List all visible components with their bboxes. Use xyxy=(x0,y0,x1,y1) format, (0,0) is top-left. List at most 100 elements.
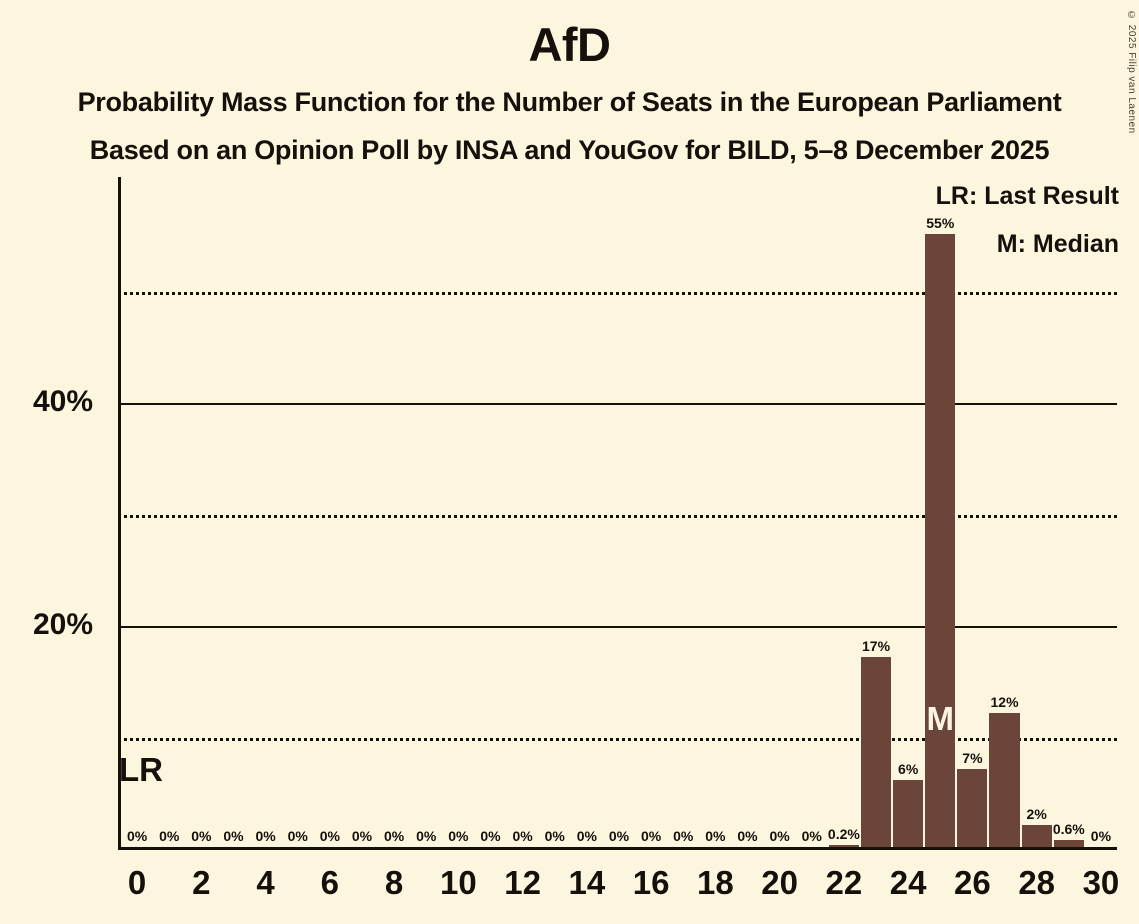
chart-subtitle: Probability Mass Function for the Number… xyxy=(77,87,1062,117)
bar-slot-seat-25: 55% M xyxy=(924,177,956,847)
bar-seat-26 xyxy=(957,768,988,847)
x-tick-label-0: 0 xyxy=(127,864,147,901)
bar-slot-seat-16: 0% xyxy=(635,177,667,847)
legend-item-last-result: LR: Last Result xyxy=(935,182,1119,210)
bar-slot-seat-9: 0% xyxy=(410,177,442,847)
bar-slot-seat-20: 0% xyxy=(764,177,796,847)
chart-legend: LR: Last Result M: Median xyxy=(936,184,1119,280)
x-axis-tick-labels: 0 2 4 6 8 10 12 14 16 18 20 22 24 26 28 30 xyxy=(118,864,1120,911)
bar-seat-24 xyxy=(893,780,924,847)
x-axis-line xyxy=(118,847,1117,850)
copyright-notice: © 2025 Filip van Laenen xyxy=(1126,10,1137,134)
bar-slot-seat-5: 0% xyxy=(282,177,314,847)
bar-slot-seat-18: 0% xyxy=(699,177,731,847)
bar-value-label-seat-2: 0% xyxy=(191,828,212,844)
bar-value-label-seat-12: 0% xyxy=(512,828,533,844)
y-tick-label-40: 40% xyxy=(32,385,93,418)
bar-slot-seat-13: 0% xyxy=(539,177,571,847)
bar-value-label-seat-17: 0% xyxy=(673,828,694,844)
bar-value-label-seat-16: 0% xyxy=(641,828,662,844)
bar-slot-seat-2: 0% xyxy=(185,177,217,847)
bar-value-label-seat-29: 0.6% xyxy=(1052,821,1085,838)
bar-value-label-seat-11: 0% xyxy=(480,828,501,844)
bar-seat-29 xyxy=(1053,840,1084,847)
y-tick-label-20: 20% xyxy=(32,608,93,641)
bar-value-label-seat-21: 0% xyxy=(801,828,822,844)
bar-slot-seat-3: 0% xyxy=(217,177,249,847)
bar-value-label-seat-4: 0% xyxy=(255,828,276,844)
bar-value-label-seat-28: 2% xyxy=(1026,805,1047,822)
bar-slot-seat-7: 0% xyxy=(346,177,378,847)
bar-value-label-seat-10: 0% xyxy=(448,828,469,844)
bar-slot-seat-21: 0% xyxy=(796,177,828,847)
x-tick-label-30: 30 xyxy=(1082,864,1120,901)
legend-item-median: M: Median xyxy=(996,230,1119,258)
page-title: AfD xyxy=(528,18,611,71)
bar-seat-22 xyxy=(828,844,859,847)
bar-value-label-seat-14: 0% xyxy=(576,828,597,844)
x-tick-label-26: 26 xyxy=(954,864,991,901)
bar-value-label-seat-5: 0% xyxy=(287,828,308,844)
gridline-10pct xyxy=(118,737,1117,741)
bar-value-label-seat-26: 7% xyxy=(962,749,983,766)
bar-value-label-seat-13: 0% xyxy=(544,828,565,844)
bar-value-label-seat-24: 6% xyxy=(898,761,919,778)
bar-slot-seat-14: 0% xyxy=(571,177,603,847)
bar-value-label-seat-3: 0% xyxy=(223,828,244,844)
bar-slot-seat-12: 0% xyxy=(507,177,539,847)
bar-slot-seat-22: 0.2% xyxy=(828,177,860,847)
chart-title-block: AfD Probability Mass Function for the Nu… xyxy=(0,0,1139,164)
bar-slot-seat-8: 0% xyxy=(378,177,410,847)
bar-slot-seat-11: 0% xyxy=(474,177,506,847)
gridline-20pct xyxy=(118,626,1117,628)
bar-slot-seat-27: 12% xyxy=(988,177,1020,847)
bar-value-label-seat-19: 0% xyxy=(737,828,758,844)
bar-seat-27 xyxy=(989,713,1020,847)
gridline-40pct xyxy=(118,403,1117,405)
x-tick-label-24: 24 xyxy=(889,864,927,901)
bar-slot-seat-1: 0% xyxy=(153,177,185,847)
x-tick-label-20: 20 xyxy=(761,864,798,901)
x-tick-label-10: 10 xyxy=(439,864,477,901)
x-tick-label-28: 28 xyxy=(1018,864,1056,901)
bar-seat-25 xyxy=(925,233,956,847)
bar-seat-28 xyxy=(1021,824,1052,847)
bar-series: 0% 0% 0% 0% 0% 0% 0% 0% 0% 0% 0% 0% 0% 0% 0% 0% 0% 0% 0% 0%… xyxy=(121,177,1117,847)
x-tick-label-2: 2 xyxy=(192,864,211,901)
bar-value-label-seat-6: 0% xyxy=(319,828,340,844)
bar-slot-seat-29: 0.6% xyxy=(1053,177,1085,847)
x-tick-label-22: 22 xyxy=(825,864,863,901)
bar-slot-seat-26: 7% xyxy=(956,177,988,847)
bar-slot-seat-0: 0% xyxy=(121,177,153,847)
bar-value-label-seat-1: 0% xyxy=(159,828,180,844)
x-tick-label-4: 4 xyxy=(256,864,275,901)
x-tick-label-6: 6 xyxy=(320,864,340,901)
bar-value-label-seat-7: 0% xyxy=(351,828,373,844)
bar-value-label-seat-22: 0.2% xyxy=(827,825,860,842)
bar-value-label-seat-30: 0% xyxy=(1090,828,1112,844)
gridline-50pct xyxy=(118,291,1117,295)
bar-slot-seat-28: 2% xyxy=(1021,177,1053,847)
x-tick-label-8: 8 xyxy=(384,864,404,901)
x-tick-label-14: 14 xyxy=(568,864,606,901)
bar-value-label-seat-15: 0% xyxy=(608,828,630,844)
chart-source-line: Based on an Opinion Poll by INSA and You… xyxy=(89,135,1050,165)
last-result-marker: LR xyxy=(119,751,163,788)
median-marker: M xyxy=(926,700,955,737)
gridline-30pct xyxy=(118,514,1117,518)
bar-slot-seat-17: 0% xyxy=(667,177,699,847)
bar-value-label-seat-8: 0% xyxy=(383,828,405,844)
bar-slot-seat-6: 0% xyxy=(314,177,346,847)
bar-slot-seat-10: 0% xyxy=(442,177,474,847)
bar-value-label-seat-18: 0% xyxy=(705,828,726,844)
bar-slot-seat-4: 0% xyxy=(250,177,282,847)
bar-value-label-seat-0: 0% xyxy=(126,828,148,844)
bar-value-label-seat-25: 55% xyxy=(926,214,955,231)
x-tick-label-12: 12 xyxy=(504,864,541,901)
x-tick-label-16: 16 xyxy=(632,864,670,901)
bar-slot-seat-23: 17% xyxy=(860,177,892,847)
bar-slot-seat-15: 0% xyxy=(603,177,635,847)
bar-slot-seat-30: 0% xyxy=(1085,177,1117,847)
bar-seat-23 xyxy=(860,657,892,847)
x-tick-label-18: 18 xyxy=(697,864,734,901)
